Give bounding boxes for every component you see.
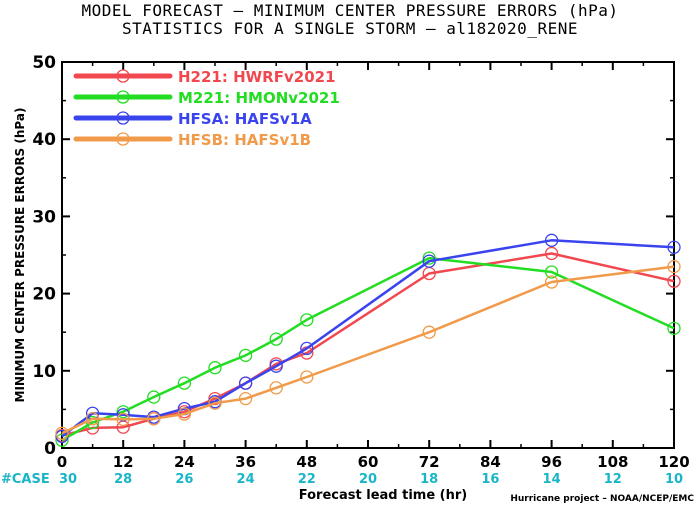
case-count: 12 [604, 472, 622, 487]
data-point [116, 405, 130, 419]
data-point [544, 246, 559, 261]
x-tick-label: 0 [57, 453, 67, 471]
series-line [61, 252, 675, 437]
data-point [177, 407, 192, 421]
data-point [55, 429, 69, 444]
case-count: 14 [543, 472, 561, 487]
x-tick-label: 72 [419, 453, 440, 471]
legend-label: HFSB: HAFSv1B [178, 131, 311, 149]
case-count: 26 [175, 472, 193, 487]
case-count: 20 [359, 472, 377, 487]
y-tick-label: 10 [32, 362, 56, 382]
chart-subtitle: STATISTICS FOR A SINGLE STORM – al182020… [122, 19, 578, 38]
data-point [667, 321, 681, 335]
legend-marker [116, 90, 130, 104]
legend-marker [116, 69, 130, 83]
data-point [544, 233, 559, 247]
y-tick-label: 0 [44, 439, 56, 459]
legend-label: HFSA: HAFSv1A [178, 110, 312, 128]
y-axis-label: MINIMUM CENTER PRESSURE ERRORS (hPa) [13, 108, 27, 403]
data-point [55, 426, 69, 440]
legend-marker [116, 111, 130, 125]
data-point [667, 274, 681, 288]
data-point [422, 325, 436, 339]
x-tick-label: 60 [358, 453, 379, 471]
data-point [55, 433, 69, 447]
x-tick-label: 12 [113, 453, 134, 471]
data-point [177, 376, 192, 390]
y-tick-label: 40 [32, 130, 56, 150]
data-point [147, 412, 161, 426]
case-count: 30 [59, 472, 77, 487]
y-tick-label: 30 [32, 207, 56, 227]
series-line [61, 239, 675, 438]
data-point [667, 259, 681, 274]
x-tick-label: 120 [658, 453, 689, 471]
data-point [300, 341, 314, 356]
data-point [300, 370, 314, 384]
data-point [422, 254, 436, 268]
case-count: 10 [665, 472, 683, 487]
x-tick-label: 108 [597, 453, 628, 471]
series-line [61, 265, 675, 435]
data-point [147, 390, 161, 404]
case-count: 24 [237, 472, 255, 487]
y-tick-label: 20 [32, 285, 56, 305]
data-point [208, 361, 222, 375]
data-point [85, 412, 100, 426]
case-label: #CASE [1, 472, 50, 487]
legend-label: H221: HWRFv2021 [178, 68, 336, 86]
data-point [208, 396, 222, 410]
x-tick-label: 84 [480, 453, 501, 471]
x-axis-label: Forecast lead time (hr) [299, 488, 467, 503]
data-point [544, 275, 559, 289]
data-point [269, 332, 283, 346]
chart-title: MODEL FORECAST – MINIMUM CENTER PRESSURE… [81, 1, 619, 20]
case-count: 18 [420, 472, 438, 487]
data-point [238, 348, 253, 363]
y-tick-label: 50 [32, 53, 56, 73]
data-point [667, 240, 681, 254]
case-count: 22 [298, 472, 316, 487]
data-point [269, 359, 283, 373]
x-tick-label: 48 [296, 453, 317, 471]
case-count: 28 [114, 472, 132, 487]
data-point [544, 265, 559, 279]
legend-label: M221: HMONv2021 [178, 89, 340, 107]
data-point [238, 376, 253, 390]
data-point [116, 408, 130, 422]
x-tick-label: 36 [235, 453, 256, 471]
data-point [300, 313, 314, 327]
data-point [238, 391, 253, 406]
credit-text: Hurricane project – NOAA/NCEP/EMC [510, 494, 694, 504]
data-point [422, 251, 436, 265]
legend-marker [116, 132, 130, 146]
data-point [269, 381, 283, 395]
x-tick-label: 96 [541, 453, 562, 471]
data-point [116, 412, 130, 427]
case-count: 16 [481, 472, 499, 487]
x-tick-label: 24 [174, 453, 195, 471]
